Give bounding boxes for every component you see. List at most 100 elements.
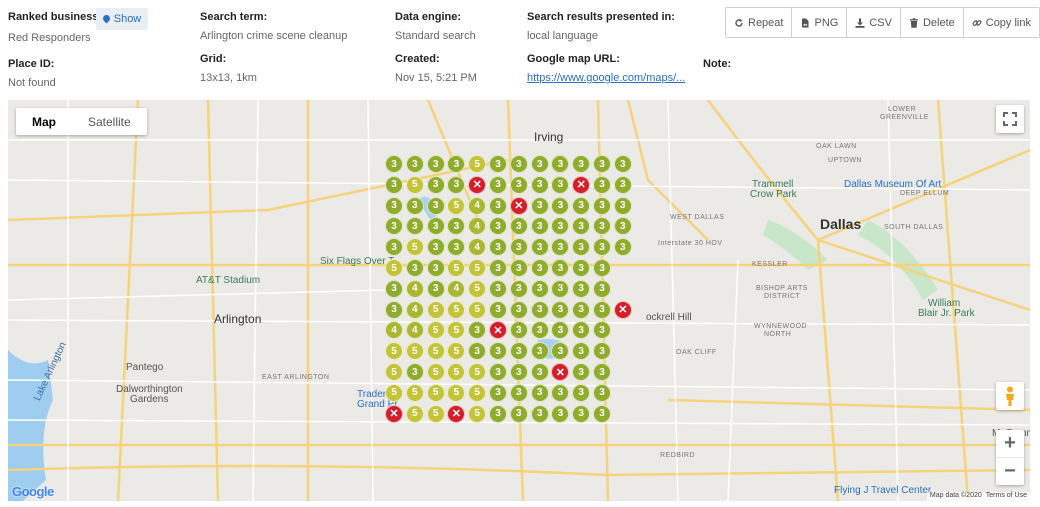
grid-rank-marker[interactable]: 3 <box>426 238 445 257</box>
grid-rank-marker[interactable]: 3 <box>509 404 528 423</box>
grid-rank-marker[interactable]: 3 <box>551 155 570 173</box>
grid-rank-marker[interactable]: 3 <box>593 363 611 381</box>
grid-rank-marker[interactable]: 3 <box>447 175 466 194</box>
show-business-button[interactable]: Show <box>96 8 148 30</box>
grid-rank-marker[interactable]: ✕ <box>572 175 591 194</box>
grid-rank-marker[interactable]: 3 <box>509 383 528 402</box>
grid-rank-marker[interactable]: 3 <box>489 155 507 173</box>
grid-rank-marker[interactable]: 3 <box>551 279 570 298</box>
grid-rank-marker[interactable]: 3 <box>405 217 424 236</box>
grid-rank-marker[interactable]: ✕ <box>447 404 466 423</box>
grid-rank-marker[interactable]: 3 <box>593 404 611 423</box>
grid-rank-marker[interactable]: 3 <box>593 175 611 194</box>
grid-rank-marker[interactable]: 3 <box>426 217 445 236</box>
grid-rank-marker[interactable]: 4 <box>385 321 403 340</box>
grid-rank-marker[interactable]: 3 <box>572 238 591 257</box>
grid-rank-marker[interactable]: 3 <box>593 342 611 361</box>
zoom-out-button[interactable]: − <box>1004 459 1016 482</box>
grid-rank-marker[interactable]: 5 <box>447 321 466 340</box>
grid-rank-marker[interactable]: 3 <box>509 342 528 361</box>
grid-rank-marker[interactable]: ✕ <box>489 321 507 340</box>
grid-rank-marker[interactable]: 5 <box>426 363 445 381</box>
grid-rank-marker[interactable]: 3 <box>551 259 570 277</box>
grid-rank-marker[interactable]: 4 <box>405 300 424 319</box>
grid-rank-marker[interactable]: 3 <box>405 259 424 277</box>
grid-rank-marker[interactable]: 3 <box>593 196 611 215</box>
grid-rank-marker[interactable]: 5 <box>385 342 403 361</box>
png-button[interactable]: PNG <box>792 8 848 37</box>
grid-rank-marker[interactable]: 3 <box>489 175 507 194</box>
grid-rank-marker[interactable]: 4 <box>468 196 487 215</box>
map-type-satellite-button[interactable]: Satellite <box>88 114 131 129</box>
grid-rank-marker[interactable]: 5 <box>426 383 445 402</box>
grid-rank-marker[interactable]: 3 <box>489 300 507 319</box>
grid-rank-marker[interactable]: 5 <box>385 363 403 381</box>
grid-rank-marker[interactable]: 3 <box>572 300 591 319</box>
terms-of-use-link[interactable]: Terms of Use <box>985 492 1027 499</box>
grid-rank-marker[interactable]: 5 <box>385 383 403 402</box>
grid-rank-marker[interactable]: 3 <box>509 238 528 257</box>
grid-rank-marker[interactable]: 3 <box>426 155 445 173</box>
grid-rank-marker[interactable]: 5 <box>468 404 487 423</box>
grid-rank-marker[interactable]: 3 <box>593 259 611 277</box>
grid-rank-marker[interactable]: 3 <box>489 363 507 381</box>
grid-rank-marker[interactable]: 3 <box>572 279 591 298</box>
grid-rank-marker[interactable]: 5 <box>468 155 487 173</box>
grid-rank-marker[interactable]: ✕ <box>509 196 528 215</box>
grid-rank-marker[interactable]: 3 <box>551 404 570 423</box>
grid-rank-marker[interactable]: 3 <box>572 383 591 402</box>
grid-rank-marker[interactable]: 4 <box>447 279 466 298</box>
grid-rank-marker[interactable]: 3 <box>509 155 528 173</box>
grid-rank-marker[interactable]: 3 <box>530 363 549 381</box>
grid-rank-marker[interactable]: 3 <box>426 279 445 298</box>
grid-rank-marker[interactable]: 3 <box>551 321 570 340</box>
map-view[interactable]: Irving Dallas Arlington Pantego Dalworth… <box>8 100 1030 501</box>
grid-rank-marker[interactable]: 5 <box>447 363 466 381</box>
grid-rank-marker[interactable]: 5 <box>426 300 445 319</box>
grid-rank-marker[interactable]: 3 <box>385 175 403 194</box>
grid-rank-marker[interactable]: 3 <box>530 175 549 194</box>
grid-rank-marker[interactable]: 3 <box>385 238 403 257</box>
grid-rank-marker[interactable]: 3 <box>613 238 632 257</box>
grid-rank-marker[interactable]: 3 <box>509 363 528 381</box>
grid-rank-marker[interactable]: 5 <box>468 363 487 381</box>
grid-rank-marker[interactable]: 3 <box>385 279 403 298</box>
grid-rank-marker[interactable]: 5 <box>426 404 445 423</box>
grid-rank-marker[interactable]: 5 <box>447 259 466 277</box>
grid-rank-marker[interactable]: 3 <box>530 238 549 257</box>
grid-rank-marker[interactable]: 3 <box>593 383 611 402</box>
street-view-button[interactable] <box>996 382 1024 410</box>
grid-rank-marker[interactable]: 3 <box>489 217 507 236</box>
grid-rank-marker[interactable]: 3 <box>613 196 632 215</box>
fullscreen-button[interactable] <box>996 105 1024 133</box>
grid-rank-marker[interactable]: 3 <box>468 321 487 340</box>
grid-rank-marker[interactable]: 3 <box>551 383 570 402</box>
repeat-button[interactable]: Repeat <box>726 8 793 37</box>
grid-rank-marker[interactable]: 3 <box>489 279 507 298</box>
grid-rank-marker[interactable]: 3 <box>613 217 632 236</box>
grid-rank-marker[interactable]: 3 <box>447 217 466 236</box>
grid-rank-marker[interactable]: 3 <box>572 321 591 340</box>
grid-rank-marker[interactable]: 3 <box>385 217 403 236</box>
grid-rank-marker[interactable]: 4 <box>405 321 424 340</box>
grid-rank-marker[interactable]: 3 <box>489 342 507 361</box>
grid-rank-marker[interactable]: 3 <box>593 155 611 173</box>
grid-rank-marker[interactable]: 3 <box>530 342 549 361</box>
grid-rank-marker[interactable]: 3 <box>530 217 549 236</box>
grid-rank-marker[interactable]: 3 <box>530 404 549 423</box>
grid-rank-marker[interactable]: 5 <box>468 259 487 277</box>
grid-rank-marker[interactable]: ✕ <box>468 175 487 194</box>
copy-link-button[interactable]: Copy link <box>963 8 1039 37</box>
grid-rank-marker[interactable]: ✕ <box>613 300 632 319</box>
grid-rank-marker[interactable]: 3 <box>530 279 549 298</box>
grid-rank-marker[interactable]: 4 <box>405 279 424 298</box>
grid-rank-marker[interactable]: 3 <box>613 175 632 194</box>
grid-rank-marker[interactable]: 3 <box>551 175 570 194</box>
grid-rank-marker[interactable]: 3 <box>509 217 528 236</box>
grid-rank-marker[interactable]: 3 <box>572 404 591 423</box>
grid-rank-marker[interactable]: 3 <box>509 300 528 319</box>
grid-rank-marker[interactable]: 5 <box>426 321 445 340</box>
grid-rank-marker[interactable]: 3 <box>593 300 611 319</box>
grid-rank-marker[interactable]: 5 <box>405 238 424 257</box>
zoom-in-button[interactable]: + <box>996 431 1024 458</box>
